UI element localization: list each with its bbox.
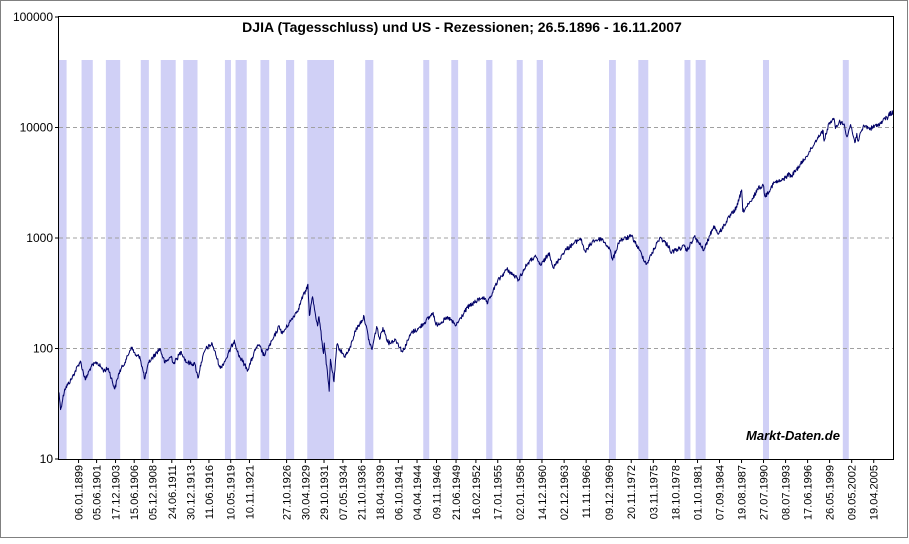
recession-band bbox=[224, 60, 231, 459]
y-tick-label: 10 bbox=[40, 452, 54, 466]
x-tick-label: 18.04.1939 bbox=[375, 465, 387, 520]
y-tick-label: 1000 bbox=[26, 231, 53, 245]
x-tick-label: 14.12.1960 bbox=[537, 465, 549, 520]
recession-band bbox=[684, 60, 691, 459]
x-tick-label: 02.01.1958 bbox=[515, 465, 527, 520]
recession-band bbox=[81, 60, 93, 459]
x-tick-label: 05.12.1908 bbox=[148, 465, 160, 520]
series-line bbox=[58, 110, 894, 411]
recession-band bbox=[105, 60, 121, 459]
x-tick-label: 19.08.1987 bbox=[737, 465, 749, 520]
x-tick-label: 05.06.1901 bbox=[92, 465, 104, 520]
x-tick-label: 18.10.1978 bbox=[670, 465, 682, 520]
series-layer bbox=[58, 110, 894, 411]
x-tick-label: 29.10.1931 bbox=[319, 465, 331, 520]
recession-band bbox=[307, 60, 335, 459]
recession-band bbox=[423, 60, 430, 459]
x-tick-label: 09.12.1969 bbox=[604, 465, 616, 520]
x-axis-ticks: 06.01.1899 05.06.1901 17.12.1903 15.06.1906… bbox=[74, 459, 881, 520]
x-tick-label: 27.07.1990 bbox=[759, 465, 771, 520]
x-tick-label: 09.05.2002 bbox=[847, 465, 859, 520]
recession-band bbox=[365, 60, 374, 459]
x-tick-label: 04.04.1944 bbox=[412, 465, 424, 520]
watermark: Markt-Daten.de bbox=[746, 428, 840, 443]
x-tick-label: 10.11.1921 bbox=[244, 465, 256, 519]
x-tick-label: 10.05.1919 bbox=[226, 465, 238, 520]
x-tick-label: 17.06.1996 bbox=[803, 465, 815, 520]
recession-band bbox=[59, 60, 67, 459]
x-tick-label: 26.05.1999 bbox=[825, 465, 837, 520]
x-tick-label: 02.12.1963 bbox=[559, 465, 571, 520]
x-tick-label: 21.06.1949 bbox=[451, 465, 463, 520]
x-tick-label: 06.10.1941 bbox=[393, 465, 405, 520]
x-tick-label: 08.07.1993 bbox=[781, 465, 793, 520]
gridlines bbox=[59, 127, 893, 349]
x-tick-label: 21.10.1936 bbox=[356, 465, 368, 520]
y-axis-ticks: 10 100 1000 10000 100000 bbox=[13, 10, 59, 466]
recession-band bbox=[160, 60, 176, 459]
x-tick-label: 01.10.1981 bbox=[693, 465, 705, 520]
x-tick-label: 27.10.1926 bbox=[282, 465, 294, 520]
chart-title: DJIA (Tagesschluss) und US - Rezessionen… bbox=[242, 19, 682, 35]
y-tick-label: 10000 bbox=[20, 121, 54, 135]
x-tick-label: 17.12.1903 bbox=[111, 465, 123, 520]
x-tick-label: 24.06.1911 bbox=[167, 465, 179, 519]
y-tick-label: 100 bbox=[33, 342, 53, 356]
x-tick-label: 11.06.1916 bbox=[204, 465, 216, 519]
recession-band bbox=[140, 60, 149, 459]
recession-band bbox=[516, 60, 523, 459]
x-tick-label: 15.06.1906 bbox=[129, 465, 141, 520]
x-tick-label: 16.02.1952 bbox=[471, 465, 483, 520]
x-tick-label: 30.12.1913 bbox=[186, 465, 198, 520]
recession-band bbox=[695, 60, 706, 459]
x-tick-label: 07.09.1984 bbox=[715, 465, 727, 520]
x-tick-label: 03.11.1975 bbox=[648, 465, 660, 519]
recession-band bbox=[486, 60, 493, 459]
x-tick-label: 09.11.1946 bbox=[431, 465, 443, 519]
recession-band bbox=[260, 60, 270, 459]
x-tick-label: 20.11.1972 bbox=[626, 465, 638, 519]
recession-band bbox=[536, 60, 543, 459]
x-tick-label: 30.04.1929 bbox=[300, 465, 312, 520]
y-tick-label: 100000 bbox=[13, 10, 53, 24]
recession-bands bbox=[59, 60, 849, 459]
x-tick-label: 19.04.2005 bbox=[869, 465, 881, 520]
recession-band bbox=[762, 60, 769, 459]
recession-band bbox=[451, 60, 459, 459]
x-tick-label: 06.01.1899 bbox=[74, 465, 86, 520]
recession-band bbox=[183, 60, 198, 459]
x-tick-label: 07.05.1934 bbox=[338, 465, 350, 520]
recession-band bbox=[286, 60, 295, 459]
x-tick-label: 11.11.1966 bbox=[581, 465, 593, 518]
recession-band bbox=[235, 60, 247, 459]
recession-band bbox=[842, 60, 849, 459]
x-tick-label: 17.01.1955 bbox=[493, 465, 505, 520]
